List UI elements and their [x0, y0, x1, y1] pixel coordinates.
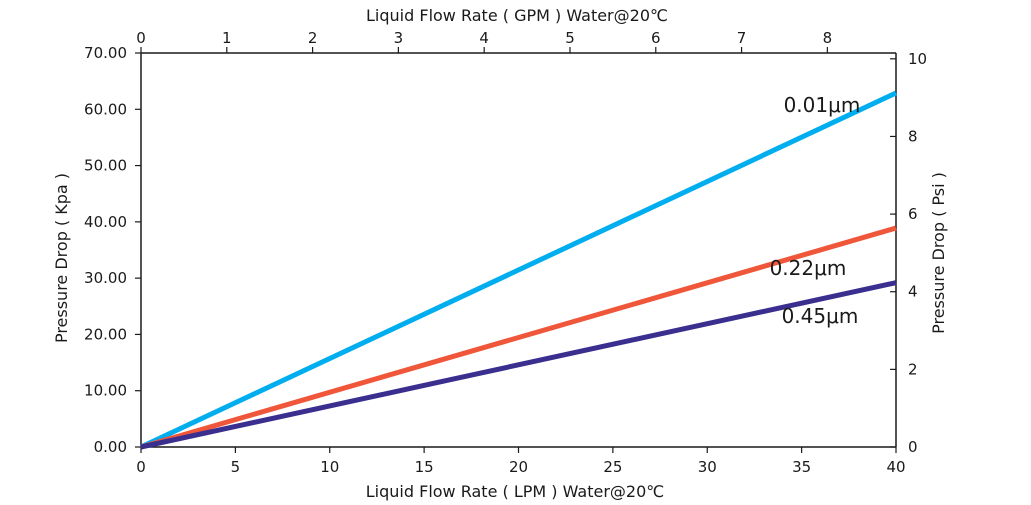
- series-label-1: 0.22μm: [770, 256, 847, 280]
- bottom-x-tick-label: 5: [231, 458, 241, 476]
- left-y-tick-label: 40.00: [84, 213, 127, 231]
- series-label-2: 0.45μm: [782, 304, 859, 328]
- right-y-tick-label: 10: [908, 50, 927, 68]
- left-y-tick-label: 70.00: [84, 44, 127, 62]
- right-y-tick-label: 2: [908, 360, 918, 378]
- bottom-x-axis-title: Liquid Flow Rate ( LPM ) Water@20℃: [366, 482, 664, 501]
- top-x-axis-title: Liquid Flow Rate ( GPM ) Water@20℃: [366, 6, 668, 25]
- right-y-tick-label: 4: [908, 283, 918, 301]
- series-line-1: [140, 225, 897, 450]
- left-y-axis-title: Pressure Drop ( Kpa ): [52, 173, 71, 343]
- series-label-0: 0.01μm: [784, 93, 861, 117]
- top-x-tick-label: 8: [823, 29, 833, 47]
- right-y-tick-label: 8: [908, 127, 918, 145]
- top-x-tick-label: 6: [651, 29, 661, 47]
- right-y-axis-title: Pressure Drop ( Psi ): [929, 172, 948, 334]
- series-line-0: [139, 90, 898, 450]
- top-x-tick-label: 7: [737, 29, 747, 47]
- bottom-x-tick-label: 30: [698, 458, 717, 476]
- top-x-tick-label: 4: [479, 29, 489, 47]
- series-layer: [139, 90, 898, 450]
- left-y-tick-label: 0.00: [94, 438, 127, 456]
- left-y-tick-label: 60.00: [84, 100, 127, 118]
- top-x-tick-label: 2: [308, 29, 318, 47]
- right-y-tick-label: 6: [908, 205, 918, 223]
- bottom-x-tick-label: 25: [603, 458, 622, 476]
- series-line-2: [140, 280, 897, 450]
- top-x-tick-label: 3: [394, 29, 404, 47]
- axes: 0 5 10 15 20 25 30 35 400 1 2 3 4 5 6 7 80.0010.0020.003…: [84, 29, 927, 476]
- right-y-tick-label: 0: [908, 438, 918, 456]
- labels-layer: 0.01μm 0.22μm 0.45μm: [770, 93, 861, 328]
- top-x-tick-label: 1: [222, 29, 232, 47]
- bottom-x-tick-label: 10: [320, 458, 339, 476]
- left-y-tick-label: 50.00: [84, 157, 127, 175]
- bottom-x-tick-label: 20: [509, 458, 528, 476]
- left-y-tick-label: 20.00: [84, 325, 127, 343]
- bottom-x-tick-label: 40: [886, 458, 905, 476]
- left-y-tick-label: 30.00: [84, 269, 127, 287]
- top-x-tick-label: 0: [136, 29, 146, 47]
- bottom-x-tick-label: 0: [136, 458, 146, 476]
- bottom-x-tick-label: 15: [415, 458, 434, 476]
- bottom-x-tick-label: 35: [792, 458, 811, 476]
- top-x-tick-label: 5: [565, 29, 575, 47]
- left-y-tick-label: 10.00: [84, 382, 127, 400]
